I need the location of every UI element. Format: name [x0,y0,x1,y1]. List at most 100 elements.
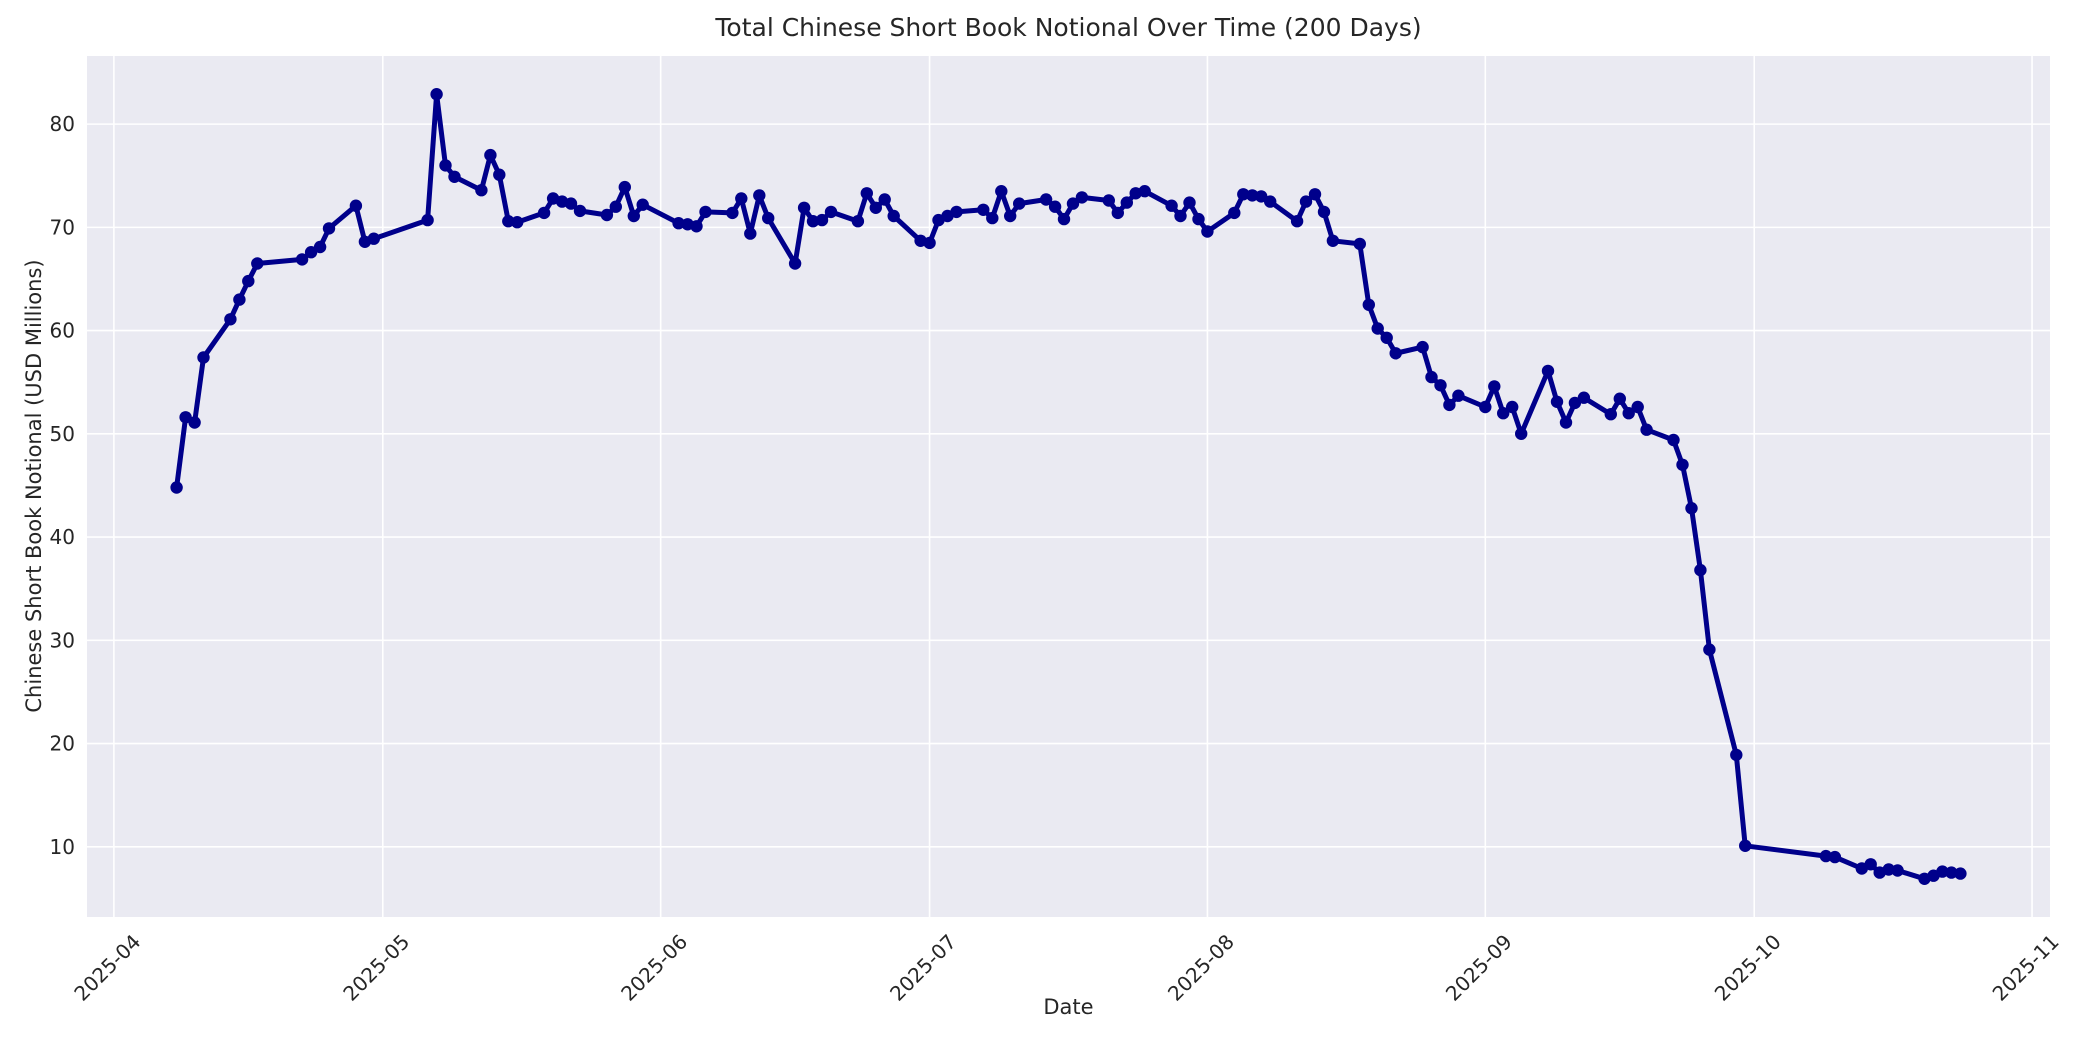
data-point [1479,400,1492,414]
data-point [251,257,264,270]
y-axis-label-text: Chinese Short Book Notional (USD Million… [22,259,46,713]
data-point [224,313,237,326]
data-point [744,227,757,240]
data-point [430,88,443,101]
y-tick-label: 70 [50,215,75,239]
data-point [1631,400,1644,414]
data-point [1864,858,1877,871]
data-point [1174,209,1187,223]
data-point [1371,322,1384,335]
y-tick-label: 40 [50,525,75,549]
data-point [815,213,829,227]
data-point [1506,400,1519,414]
data-point [1703,643,1716,656]
data-point [672,217,685,230]
data-point [170,481,183,494]
data-point [448,170,461,183]
data-point [1066,197,1080,210]
data-point [1425,370,1438,384]
data-point [188,416,201,429]
data-point [851,215,865,228]
data-point [1120,196,1134,209]
data-point [421,213,434,227]
data-point [1165,199,1178,212]
data-point [493,168,506,181]
data-point [699,205,712,219]
data-point [1201,225,1214,238]
data-point [824,205,838,219]
data-point [322,222,336,235]
data-point [1954,867,1967,880]
data-point [1057,212,1071,226]
data-point [977,203,990,216]
data-point [1945,866,1958,879]
data-point [1550,395,1564,408]
data-point [735,192,748,205]
data-point [1389,347,1402,360]
data-point [1685,502,1698,515]
data-point [1828,850,1842,864]
data-point [1290,215,1304,228]
data-point [1183,196,1196,209]
data-point [690,220,703,233]
data-point [1380,331,1393,344]
data-point [1013,197,1026,210]
data-point [1497,407,1510,420]
data-point [1488,380,1501,393]
data-point [1819,849,1833,863]
chart-title: Total Chinese Short Book Notional Over T… [715,13,1422,42]
data-point [1541,364,1555,378]
data-point [1228,206,1241,220]
data-point [618,180,631,194]
data-point [197,351,210,364]
data-point [1362,298,1376,311]
data-point [923,236,936,250]
data-point [860,187,873,200]
data-point [806,215,820,228]
data-point [1676,458,1689,471]
data-point [887,209,900,223]
y-tick-label: 60 [50,319,75,343]
data-point [537,206,551,220]
data-point [1936,865,1949,878]
data-point [1613,392,1627,405]
data-point [1075,191,1089,204]
data-point [1138,185,1151,198]
data-point [475,184,488,197]
data-point [1353,237,1367,251]
data-point [367,232,380,245]
data-point [1111,206,1125,220]
data-point [233,293,246,306]
y-tick-label: 10 [50,835,75,859]
data-point [753,189,766,202]
data-point [762,211,775,225]
data-point [1452,389,1465,402]
data-point [349,199,363,212]
plot-area [87,56,2050,917]
data-point [609,200,622,213]
data-point [564,197,578,210]
data-point [627,209,640,223]
data-point [1308,188,1322,201]
data-point [313,240,327,254]
x-axis-label: Date [1043,995,1094,1019]
data-point [869,201,882,214]
data-point [1299,195,1313,208]
data-point [1434,379,1447,392]
data-point [1577,391,1591,404]
data-point [1739,839,1752,852]
y-tick-label: 50 [50,422,75,446]
data-point [1255,190,1268,203]
data-point [511,216,524,229]
data-point [1568,396,1582,410]
data-point [484,148,497,162]
data-point [726,206,739,220]
data-point [439,159,452,172]
data-point [1891,864,1904,877]
y-tick-label: 20 [50,732,75,756]
data-point [179,411,192,424]
data-point [986,211,999,225]
data-point [295,253,309,266]
